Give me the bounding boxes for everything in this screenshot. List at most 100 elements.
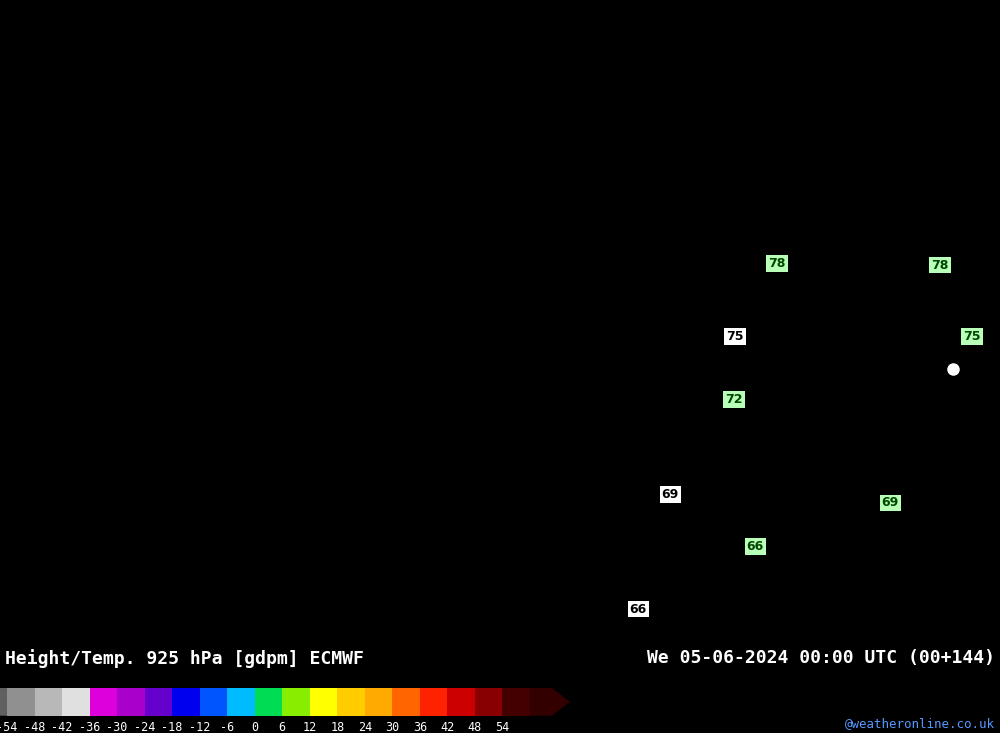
Text: 8: 8 <box>352 286 359 296</box>
Text: 9: 9 <box>989 191 997 202</box>
Text: 2: 2 <box>353 19 360 29</box>
Text: 4: 4 <box>951 534 959 543</box>
Text: 2: 2 <box>1 9 9 19</box>
Text: 1: 1 <box>838 39 846 49</box>
Text: 5: 5 <box>937 448 945 458</box>
Text: 2: 2 <box>98 0 106 10</box>
Text: 0: 0 <box>849 143 856 153</box>
Text: 5: 5 <box>713 399 720 409</box>
Text: 6: 6 <box>571 334 579 345</box>
Text: 1: 1 <box>666 95 674 105</box>
Text: 1: 1 <box>352 68 360 78</box>
Text: 9: 9 <box>195 171 203 180</box>
Text: 8: 8 <box>314 200 322 210</box>
Text: 1: 1 <box>833 29 841 39</box>
Text: 3: 3 <box>458 550 466 561</box>
Text: 4: 4 <box>232 466 240 476</box>
Text: 5: 5 <box>652 420 660 430</box>
Text: 9: 9 <box>577 199 585 209</box>
Text: 3: 3 <box>231 550 238 560</box>
Text: 8: 8 <box>721 248 729 257</box>
Text: 9: 9 <box>53 133 61 142</box>
Text: 4: 4 <box>298 522 306 532</box>
Text: 3: 3 <box>436 608 444 619</box>
Text: 4: 4 <box>359 522 367 532</box>
Text: 2: 2 <box>406 1 414 12</box>
Text: 3: 3 <box>984 608 992 619</box>
Text: 6: 6 <box>780 361 788 371</box>
Text: 0: 0 <box>444 134 452 144</box>
Text: 9: 9 <box>0 172 8 182</box>
Text: 5: 5 <box>234 380 242 390</box>
Text: 7: 7 <box>276 313 284 323</box>
Text: 5: 5 <box>692 399 699 410</box>
Text: 9: 9 <box>395 180 403 190</box>
Text: 8: 8 <box>441 284 449 295</box>
Text: 1: 1 <box>0 29 8 40</box>
Text: 1: 1 <box>718 11 726 21</box>
Text: 1: 1 <box>937 29 945 40</box>
Text: 4: 4 <box>517 484 524 494</box>
Text: 2: 2 <box>885 10 892 20</box>
Text: 6: 6 <box>15 323 23 334</box>
Text: 0: 0 <box>216 66 223 76</box>
Text: 4: 4 <box>921 514 929 523</box>
Text: 1: 1 <box>578 11 586 21</box>
Text: 7: 7 <box>718 332 726 342</box>
Text: 8: 8 <box>254 314 262 324</box>
Text: 2: 2 <box>585 20 593 30</box>
Text: 7: 7 <box>405 342 413 353</box>
Text: 9: 9 <box>950 200 958 210</box>
Text: 4: 4 <box>646 485 654 496</box>
Text: 6: 6 <box>548 305 556 315</box>
Text: 3: 3 <box>831 533 839 542</box>
Text: 9: 9 <box>749 200 757 210</box>
Text: 4: 4 <box>554 486 562 496</box>
Text: 7: 7 <box>495 324 503 334</box>
Text: 2: 2 <box>332 21 339 30</box>
Text: 3: 3 <box>810 552 817 561</box>
Text: 9: 9 <box>489 219 497 229</box>
Text: 8: 8 <box>541 238 549 248</box>
Text: 6: 6 <box>119 323 127 332</box>
Text: 1: 1 <box>359 66 367 76</box>
Text: 2: 2 <box>151 30 159 40</box>
Text: 3: 3 <box>637 553 645 563</box>
Text: 1: 1 <box>988 67 996 77</box>
Text: 4: 4 <box>803 532 810 542</box>
Text: 5: 5 <box>201 467 209 477</box>
Text: 0: 0 <box>571 105 579 114</box>
Text: 3: 3 <box>126 626 134 636</box>
Text: 7: 7 <box>696 323 704 334</box>
Text: 7: 7 <box>68 334 76 344</box>
Text: 0: 0 <box>804 125 812 134</box>
Text: 7: 7 <box>509 265 517 276</box>
Text: 9: 9 <box>886 219 893 229</box>
Text: 5: 5 <box>473 372 480 382</box>
Text: 8: 8 <box>833 209 841 219</box>
Text: 8: 8 <box>448 247 456 257</box>
Text: 6: 6 <box>133 294 141 303</box>
Text: 0: 0 <box>548 57 556 67</box>
Text: 6: 6 <box>81 391 89 401</box>
Text: 3: 3 <box>743 531 751 542</box>
Text: 4: 4 <box>397 522 405 531</box>
Text: 2: 2 <box>968 1 976 10</box>
Text: 9: 9 <box>233 163 241 172</box>
Text: 8: 8 <box>323 313 330 323</box>
Text: 5: 5 <box>204 361 211 372</box>
Text: 2: 2 <box>186 0 194 10</box>
Text: 1: 1 <box>525 10 533 19</box>
Text: 3: 3 <box>824 597 832 608</box>
Text: 2: 2 <box>931 600 939 610</box>
Text: 9: 9 <box>608 152 616 162</box>
Text: 5: 5 <box>928 427 936 437</box>
Text: 9: 9 <box>43 190 51 199</box>
Text: 8: 8 <box>30 218 38 229</box>
Text: 2: 2 <box>187 627 195 636</box>
Text: 0: 0 <box>654 85 662 95</box>
Text: 2: 2 <box>403 636 411 646</box>
Text: 2: 2 <box>329 560 336 570</box>
Text: 8: 8 <box>652 191 659 201</box>
Text: 8: 8 <box>571 248 579 259</box>
